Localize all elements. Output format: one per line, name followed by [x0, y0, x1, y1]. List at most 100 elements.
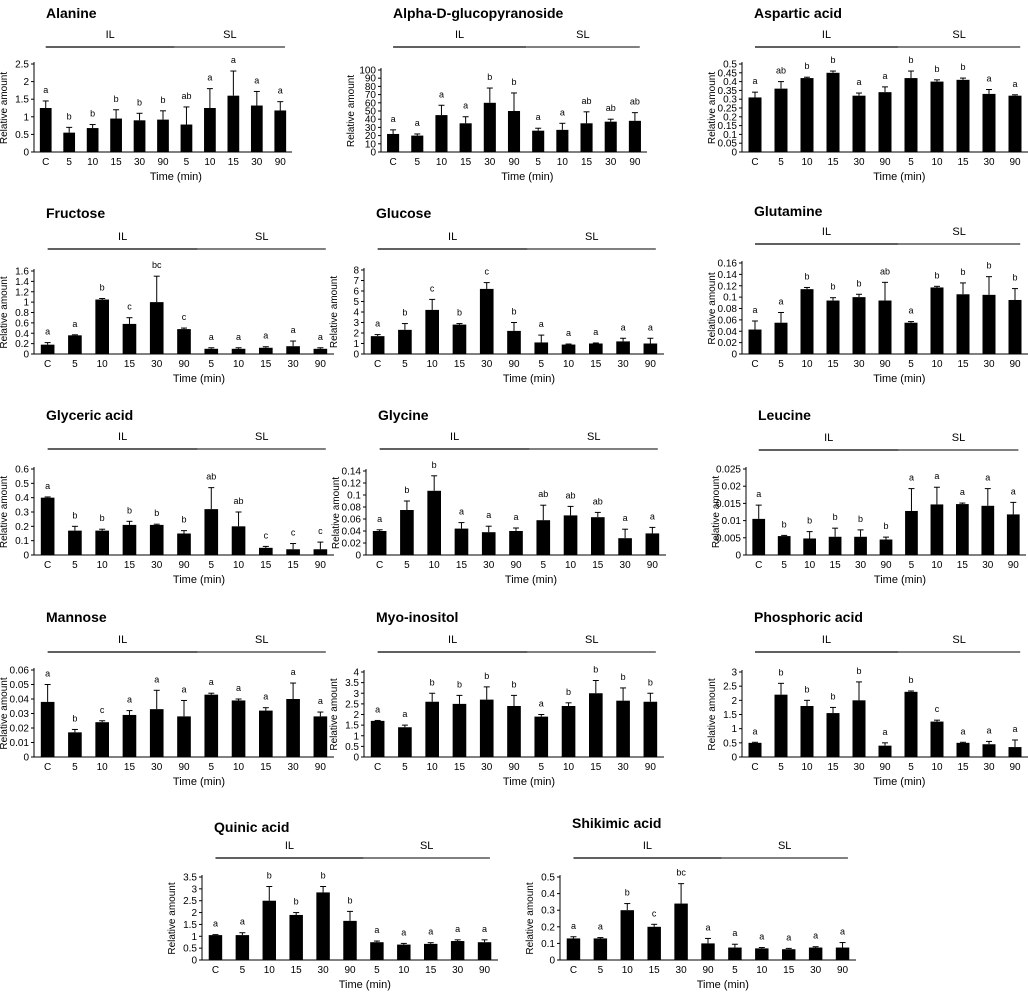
chart-panel: Phosphoric acid IL SL 0 0.5 1 1.5 2 2.5 3 Relative…	[707, 609, 1028, 788]
x-tick-label: 10	[931, 560, 943, 571]
bar	[95, 299, 109, 354]
y-tick-label: 0.1	[347, 491, 361, 502]
x-tick-label: 10	[565, 560, 577, 571]
x-tick-label: 5	[538, 359, 544, 370]
x-tick-label: C	[751, 359, 758, 370]
bar	[274, 110, 287, 152]
x-tick-label: 90	[879, 359, 891, 370]
group-label: SL	[952, 226, 965, 238]
bar	[536, 520, 551, 555]
y-tick-label: 0	[23, 551, 29, 562]
significance-letter: a	[486, 510, 491, 520]
bar	[616, 341, 630, 354]
bar	[532, 130, 545, 152]
y-tick-label: 0.25	[718, 104, 738, 115]
x-tick-label: 10	[801, 762, 813, 773]
x-tick-label: 30	[676, 965, 688, 976]
bar	[372, 531, 387, 555]
x-tick-label: 5	[781, 560, 787, 571]
bar	[450, 941, 465, 960]
significance-letter: b	[511, 307, 516, 317]
significance-letter: b	[511, 679, 516, 689]
significance-letter: a	[882, 727, 887, 737]
y-tick-label: 40	[365, 115, 377, 126]
x-tick-label: 5	[66, 157, 72, 168]
y-tick-label: 0.16	[718, 259, 738, 270]
x-tick-label: 90	[645, 762, 657, 773]
x-tick-label: 10	[931, 359, 943, 370]
bar	[803, 538, 816, 555]
x-tick-label: 15	[260, 560, 272, 571]
significance-letter: a	[705, 922, 710, 932]
y-tick-label: 0	[731, 148, 737, 159]
significance-letter: a	[882, 71, 887, 81]
y-tick-label: 0.14	[342, 467, 362, 478]
x-tick-label: 30	[810, 965, 822, 976]
significance-letter: a	[45, 669, 50, 679]
bar	[752, 518, 766, 555]
bar	[1008, 95, 1022, 152]
x-tick-label: 30	[982, 560, 994, 571]
x-tick-label: 15	[124, 762, 136, 773]
x-tick-label: 30	[855, 560, 867, 571]
x-tick-label: 5	[414, 157, 420, 168]
bar	[852, 700, 866, 757]
bar	[826, 713, 840, 757]
y-axis-label: Relative amount	[167, 882, 178, 954]
group-label: IL	[643, 840, 652, 852]
x-axis-label: Time (min)	[697, 979, 749, 991]
x-tick-label: 10	[804, 560, 816, 571]
y-tick-label: 0	[355, 551, 361, 562]
bar	[782, 949, 796, 960]
significance-letter: a	[1012, 79, 1017, 89]
significance-letter: b	[457, 308, 462, 318]
x-tick-label: C	[755, 560, 762, 571]
group-label: IL	[106, 29, 115, 41]
y-tick-label: 0.14	[718, 270, 738, 281]
bar	[63, 132, 76, 152]
y-tick-label: 3	[191, 884, 197, 895]
y-tick-label: 0.6	[15, 465, 29, 476]
bar	[204, 348, 219, 354]
x-tick-label: 10	[563, 359, 575, 370]
significance-letter: b	[593, 665, 598, 675]
y-tick-label: 1.4	[15, 277, 29, 288]
x-tick-label: 30	[151, 560, 163, 571]
y-tick-label: 0.4	[723, 77, 737, 88]
significance-letter: b	[154, 508, 159, 518]
y-axis-label: Relative amount	[346, 75, 357, 147]
y-axis-label: Relative amount	[329, 276, 340, 348]
bar	[259, 347, 273, 354]
significance-letter: a	[402, 709, 407, 719]
x-tick-label: 90	[647, 560, 659, 571]
x-tick-label: 10	[622, 965, 634, 976]
significance-letter: b	[807, 516, 812, 526]
bar	[452, 703, 467, 757]
x-axis-label: Time (min)	[873, 171, 925, 183]
y-tick-label: 0.05	[718, 139, 738, 150]
significance-letter: a	[127, 695, 132, 705]
y-tick-label: 5	[353, 297, 359, 308]
significance-letter: a	[209, 677, 214, 687]
x-tick-label: 5	[538, 762, 544, 773]
significance-letter: b	[127, 505, 132, 515]
y-tick-label: 0.4	[541, 889, 555, 900]
y-axis-label: Relative amount	[0, 276, 10, 348]
chart-panel: Mannose IL SL 0 0.01 0.02 0.03 0.04 0.05 0.06Rela…	[0, 609, 334, 788]
y-tick-label: 3.5	[183, 873, 197, 884]
bar	[481, 532, 496, 555]
y-axis-label: Relative amount	[707, 72, 718, 144]
y-tick-label: 0.4	[15, 493, 29, 504]
x-tick-label: C	[44, 359, 51, 370]
y-tick-label: 0.15	[718, 121, 738, 132]
chart-title: Glycine	[378, 407, 429, 423]
bar	[177, 716, 191, 757]
y-tick-label: 100	[359, 66, 376, 77]
bar	[728, 947, 742, 960]
x-tick-label: 30	[605, 157, 617, 168]
x-tick-label: 10	[87, 157, 99, 168]
significance-letter: a	[752, 305, 757, 315]
x-tick-label: 90	[508, 762, 520, 773]
significance-letter: b	[90, 109, 95, 119]
